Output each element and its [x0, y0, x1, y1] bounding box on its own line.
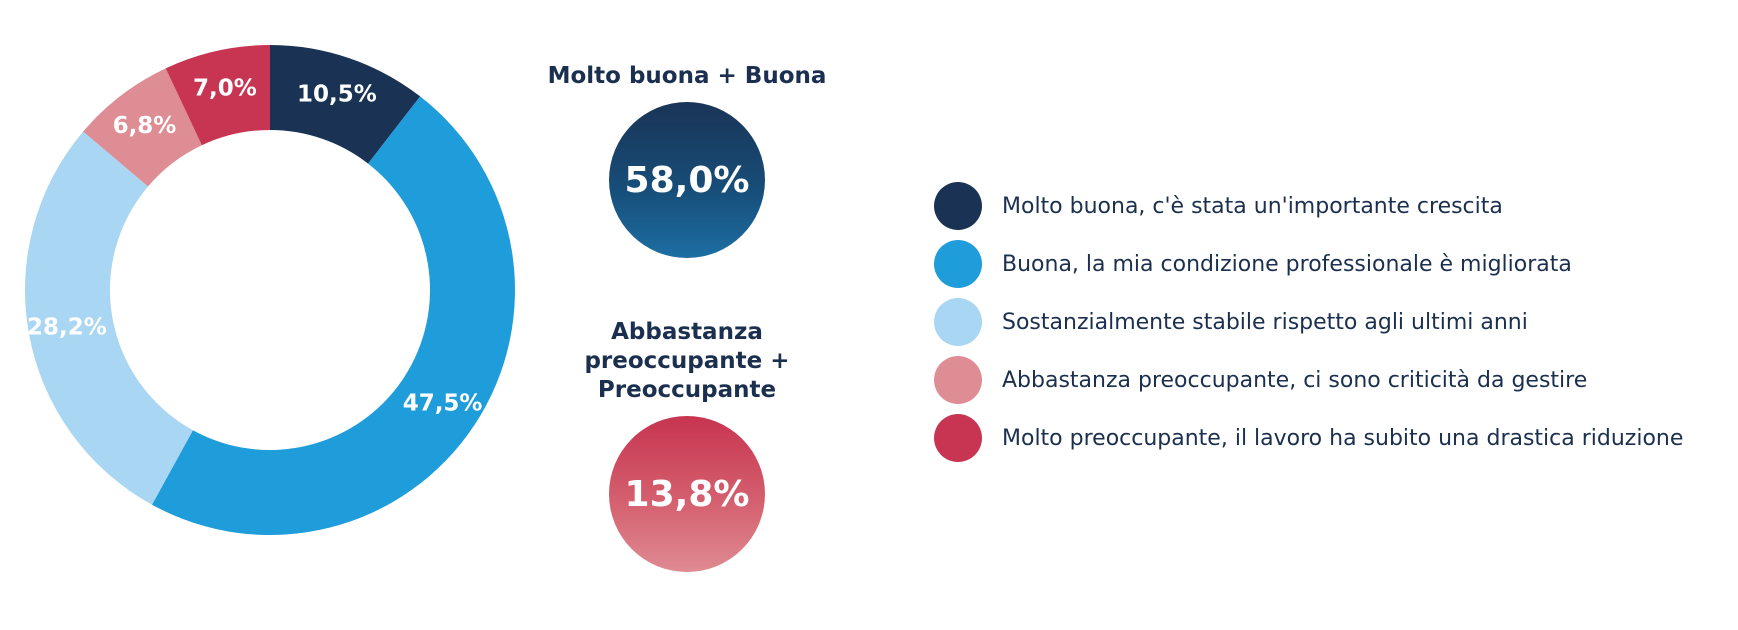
summary-negative-value: 13,8% — [609, 416, 765, 572]
slice-data-label: 10,5% — [297, 82, 377, 108]
summary-negative-title: Abbastanza preoccupante + Preoccupante — [537, 318, 837, 405]
summary-positive-title-line: Molto buona + Buona — [547, 63, 827, 89]
slice-data-label: 6,8% — [113, 113, 177, 139]
donut-chart: 10,5% 47,5% 28,2% 6,8% 7,0% — [25, 45, 515, 535]
donut-slice — [270, 45, 421, 164]
legend-item: Abbastanza preoccupante, ci sono critici… — [934, 351, 1683, 409]
legend-label: Buona, la mia condizione professionale è… — [1002, 251, 1572, 277]
legend-swatch — [934, 414, 982, 462]
legend-label: Molto preoccupante, il lavoro ha subito … — [1002, 425, 1684, 451]
donut-slices — [25, 45, 515, 535]
legend-swatch — [934, 240, 982, 288]
donut-slice — [83, 68, 202, 187]
legend-swatch — [934, 298, 982, 346]
summary-positive-title: Molto buona + Buona — [537, 62, 837, 91]
slice-data-label: 7,0% — [193, 75, 257, 101]
donut-slice — [151, 96, 515, 535]
summary-negative-title-line-2: preoccupante + — [584, 348, 790, 374]
legend-item: Sostanzialmente stabile rispetto agli ul… — [934, 293, 1683, 351]
slice-data-label: 28,2% — [27, 314, 107, 340]
slice-data-label: 47,5% — [403, 390, 483, 416]
legend-swatch — [934, 182, 982, 230]
legend-item: Molto preoccupante, il lavoro ha subito … — [934, 409, 1683, 467]
summary-positive-value: 58,0% — [609, 102, 765, 258]
summary-positive: Molto buona + Buona 58,0% — [537, 62, 837, 258]
legend: Molto buona, c'è stata un'importante cre… — [934, 177, 1683, 467]
summary-negative-title-line-3: Preoccupante — [597, 377, 777, 403]
legend-label: Sostanzialmente stabile rispetto agli ul… — [1002, 309, 1528, 335]
donut-data-labels: 10,5% 47,5% 28,2% 6,8% 7,0% — [27, 75, 482, 416]
summary-negative: Abbastanza preoccupante + Preoccupante 1… — [537, 318, 837, 572]
summary-negative-title-line-1: Abbastanza — [611, 319, 763, 345]
legend-item: Molto buona, c'è stata un'importante cre… — [934, 177, 1683, 235]
donut-slice — [25, 131, 193, 505]
legend-label: Abbastanza preoccupante, ci sono critici… — [1002, 367, 1588, 393]
legend-item: Buona, la mia condizione professionale è… — [934, 235, 1683, 293]
legend-swatch — [934, 356, 982, 404]
donut-slice — [165, 45, 270, 146]
legend-label: Molto buona, c'è stata un'importante cre… — [1002, 193, 1503, 219]
